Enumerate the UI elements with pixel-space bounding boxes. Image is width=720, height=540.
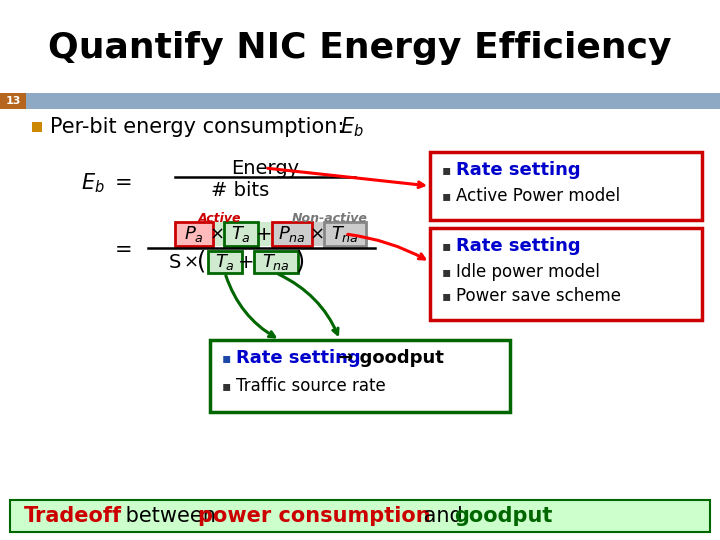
Text: Per-bit energy consumption:: Per-bit energy consumption:: [50, 117, 351, 137]
Text: # bits: # bits: [211, 180, 269, 199]
Bar: [208, 251, 242, 273]
Text: Non-active: Non-active: [292, 212, 368, 225]
Text: Rate setting: Rate setting: [236, 349, 361, 367]
Bar: [272, 222, 312, 246]
Text: ▪: ▪: [222, 351, 231, 365]
Text: +: +: [238, 253, 254, 272]
Text: $E_b$: $E_b$: [340, 115, 364, 139]
Text: and: and: [417, 506, 469, 526]
Text: goodput: goodput: [454, 506, 552, 526]
Text: ▪: ▪: [222, 379, 231, 393]
Bar: [254, 251, 298, 273]
Bar: [285, 222, 365, 246]
Text: Power save scheme: Power save scheme: [456, 287, 621, 305]
Text: between: between: [119, 506, 222, 526]
Text: =: =: [115, 173, 132, 193]
Bar: [175, 222, 213, 246]
Bar: [175, 222, 285, 246]
Text: power consumption: power consumption: [198, 506, 431, 526]
Text: $\times$: $\times$: [209, 225, 223, 243]
Text: =: =: [115, 240, 132, 260]
Text: $T_a$: $T_a$: [231, 224, 251, 244]
Text: → goodput: → goodput: [332, 349, 444, 367]
Text: ▪: ▪: [442, 289, 451, 303]
Text: +: +: [256, 225, 272, 244]
Text: $P_a$: $P_a$: [184, 224, 204, 244]
Text: ▪: ▪: [442, 265, 451, 279]
Text: Tradeoff: Tradeoff: [24, 506, 122, 526]
Bar: [430, 228, 702, 320]
Bar: [224, 222, 258, 246]
Bar: [10, 500, 710, 532]
Text: Active Power model: Active Power model: [456, 187, 620, 205]
Text: Traffic source rate: Traffic source rate: [236, 377, 386, 395]
Bar: [210, 340, 510, 412]
Bar: [0, 93, 720, 109]
Text: ▪: ▪: [442, 163, 451, 177]
Text: S: S: [168, 253, 181, 272]
Text: Quantify NIC Energy Efficiency: Quantify NIC Energy Efficiency: [48, 31, 672, 65]
Text: Idle power model: Idle power model: [456, 263, 600, 281]
Text: $T_{na}$: $T_{na}$: [331, 224, 359, 244]
Bar: [0, 93, 26, 109]
Text: Energy: Energy: [231, 159, 299, 178]
Text: ): ): [295, 250, 305, 274]
Text: $P_{na}$: $P_{na}$: [278, 224, 306, 244]
Text: 13: 13: [5, 96, 21, 106]
Text: Rate setting: Rate setting: [456, 161, 580, 179]
Text: $T_{na}$: $T_{na}$: [262, 252, 290, 272]
Text: $\times$: $\times$: [183, 253, 197, 271]
Bar: [430, 152, 702, 220]
Bar: [324, 222, 366, 246]
Text: $T_a$: $T_a$: [215, 252, 235, 272]
Text: (: (: [197, 250, 207, 274]
Text: Active: Active: [198, 212, 242, 225]
Text: Rate setting: Rate setting: [456, 237, 580, 255]
Text: $\times$: $\times$: [309, 225, 323, 243]
Bar: [32, 122, 42, 132]
Text: ▪: ▪: [442, 189, 451, 203]
Text: $E_b$: $E_b$: [81, 171, 105, 195]
Text: ▪: ▪: [442, 239, 451, 253]
